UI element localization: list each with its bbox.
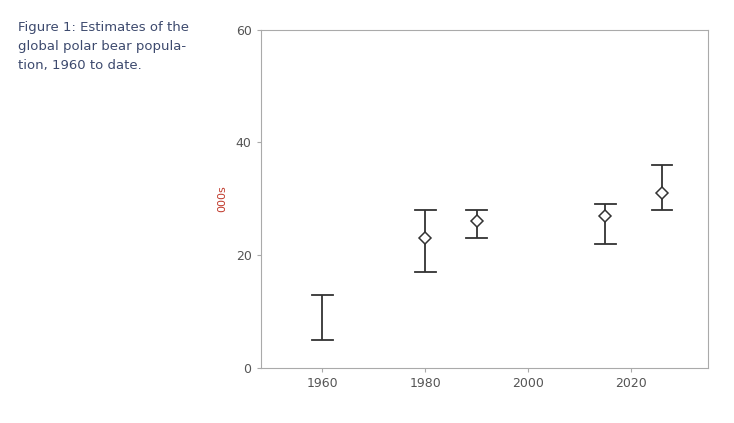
Y-axis label: 000s: 000s	[217, 185, 228, 212]
Text: Figure 1: Estimates of the
global polar bear popula-
tion, 1960 to date.: Figure 1: Estimates of the global polar …	[18, 21, 189, 72]
